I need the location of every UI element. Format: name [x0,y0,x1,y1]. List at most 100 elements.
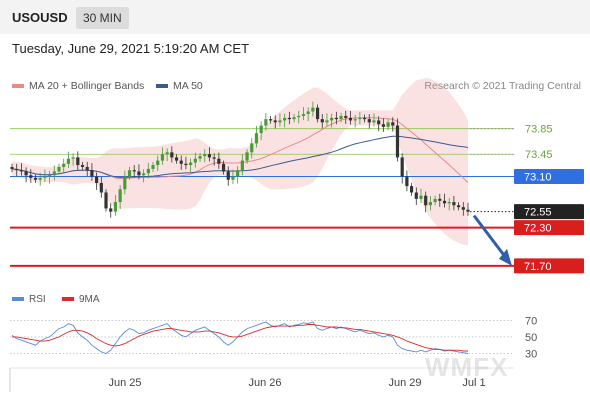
candle-body [38,177,42,180]
candle-body [165,152,169,155]
candle-body [212,157,216,159]
candle-body [184,163,188,166]
ma9-swatch [62,297,74,302]
level-label-73-85: 73.85 [525,124,553,136]
candle-body [377,120,381,125]
ma20-swatch [12,84,24,89]
candle-body [424,195,428,206]
level-label-72-55: 72.55 [524,207,552,219]
candle-body [179,160,183,164]
rsi-tick-70: 70 [525,315,537,327]
candle-body [142,173,146,176]
candle-body [306,111,310,115]
candle-body [137,171,141,176]
candle-body [325,120,329,123]
ma20-label: MA 20 + Bollinger Bands [29,80,145,92]
candle-body [409,186,414,193]
legend-ma20: MA 20 + Bollinger Bands [12,80,144,92]
candle-body [250,143,254,153]
candle-body [292,117,296,120]
candle-body [414,192,418,199]
candle-body [367,119,371,123]
candle-body [99,182,103,193]
candle-body [400,157,404,177]
candle-body [207,154,212,158]
rsi-series-rsi [11,321,469,354]
candle-body [461,207,465,210]
rsi-tick-30: 30 [525,349,537,361]
level-label-73-45: 73.45 [525,149,553,161]
candle-body [217,158,221,164]
candle-body [33,177,38,180]
candle-body [109,208,113,212]
rsi-label: RSI [29,294,46,305]
candle-body [132,170,136,172]
candle-body [80,165,85,167]
candle-body [62,163,66,167]
candle-body [170,152,174,158]
candle-body [160,154,165,161]
candle-body [428,202,432,206]
rsi-swatch [12,297,24,302]
candle-body [236,170,240,177]
ma50-line [11,135,469,178]
x-tick-label: Jun 26 [248,377,281,389]
candle-body [311,107,315,112]
x-tick-label: Jul 1 [462,377,485,389]
candle-body [104,192,108,209]
level-badge-72-55 [514,204,584,220]
candle-body [433,198,437,203]
legend-ma50: MA 50 [156,80,203,92]
candle-body [320,119,324,123]
candle-body [358,117,362,120]
candle-body [283,117,287,121]
candle-body [391,122,395,126]
candle-body [278,120,282,123]
candle-body [95,176,99,183]
candle-body [254,133,259,144]
candle-body [226,171,230,180]
candle-body [123,176,127,190]
level-badge-72-30 [514,220,584,236]
candle-body [334,117,338,120]
candle-body [301,114,306,116]
candle-body [189,162,193,166]
candle-body [198,156,202,159]
candle-body [405,176,409,187]
candle-body [71,157,75,159]
candle-body [57,166,61,172]
candle-body [447,202,451,204]
candle-body [203,154,207,157]
candle-body [395,125,400,158]
timeframe-button[interactable]: 30 MIN [76,7,129,29]
candle-body [362,117,367,120]
candle-body [240,160,244,171]
level-label-71-70: 71.70 [524,261,552,273]
candle-body [66,158,71,164]
candle-body [221,163,226,172]
candle-body [85,166,89,171]
candle-body [330,117,334,121]
candle-body [372,120,376,123]
candle-body [273,120,277,123]
chart-datetime: Tuesday, June 29, 2021 5:19:20 AM CET [12,41,250,56]
candle-body [113,202,118,212]
level-badge-73-10 [514,169,584,185]
candle-body [52,171,56,176]
candle-body [442,200,447,204]
candle-body [15,168,19,171]
candle-body [118,189,122,203]
credit-text: Research © 2021 Trading Central [424,80,581,92]
candle-body [452,202,456,206]
candle-body [193,158,197,163]
candle-body [43,176,47,178]
candle-body [151,165,155,169]
level-badge-71-70 [514,258,584,274]
candle-body [245,152,249,161]
bollinger-band [12,78,468,246]
x-tick-label: Jun 29 [388,377,421,389]
ma9-label: 9MA [79,294,100,305]
candle-body [456,205,461,208]
candle-body [344,115,348,118]
